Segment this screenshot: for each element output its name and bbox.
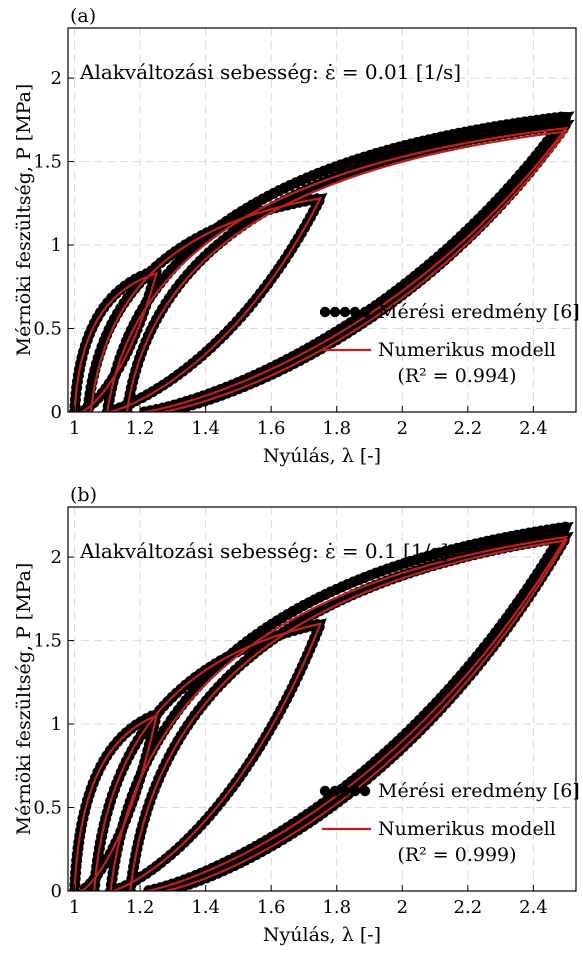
chart-b-x-tick-label: 2.4 — [519, 897, 548, 918]
chart-panel-b: 1 1.2 1.4 1.6 1.8 2 2.2 2.4 0 0.5 1 1.5 2 Nyúlás, λ [… — [0, 479, 583, 958]
chart-a-legend-label-model: Numerikus modell — [378, 339, 556, 361]
chart-b-x-axis-title: Nyúlás, λ [-] — [263, 924, 381, 946]
chart-b-x-tick-label: 1.8 — [322, 897, 351, 918]
chart-a-legend-marker-measured — [349, 306, 361, 318]
chart-b-x-tick-label: 1.6 — [257, 897, 286, 918]
chart-a-rate-annotation: Alakváltozási sebesség: ε̇ = 0.01 [1/s] — [79, 60, 461, 84]
chart-a-x-axis-title: Nyúlás, λ [-] — [263, 445, 381, 467]
chart-a-y-tick-label: 0 — [51, 402, 62, 423]
chart-a: 1 1.2 1.4 1.6 1.8 2 2.2 2.4 0 0.5 1 1.5 2 Nyúlás, λ [… — [13, 5, 580, 467]
chart-b-legend-marker-measured — [359, 785, 371, 797]
chart-b-rate-annotation: Alakváltozási sebesség: ε̇ = 0.1 [1/s] — [79, 539, 448, 563]
chart-b-frame — [67, 506, 577, 892]
chart-a-legend-marker-measured — [319, 306, 331, 318]
chart-b-legend-label-measured: Mérési eredmény [6] — [378, 780, 580, 802]
chart-b-y-tick-label: 2 — [51, 547, 62, 568]
chart-b-y-axis-title: Mérnöki feszültség, P [MPa] — [13, 563, 35, 836]
chart-a-measured-loop-core-2 — [83, 193, 328, 412]
chart-a-x-tick-label: 2.4 — [519, 418, 548, 439]
chart-b-legend-marker-measured — [339, 785, 351, 797]
chart-a-y-axis-title: Mérnöki feszültség, P [MPa] — [13, 84, 35, 357]
chart-a-x-tick-label: 1 — [69, 418, 80, 439]
chart-a-legend-marker-measured — [339, 306, 351, 318]
chart-a-y-tick-label: 1 — [51, 235, 62, 256]
chart-a-panel-label: (a) — [70, 5, 96, 27]
chart-a-legend-label-measured: Mérési eredmény [6] — [378, 301, 580, 323]
chart-a-legend-marker-measured — [329, 306, 341, 318]
chart-b-y-tick-label: 0.5 — [33, 798, 62, 819]
chart-b-y-tick-label: 1 — [51, 714, 62, 735]
chart-a-y-tick-label: 2 — [51, 68, 62, 89]
chart-b-legend-marker-measured — [319, 785, 331, 797]
chart-a-y-tick-label: 1.5 — [33, 152, 62, 173]
chart-a-x-tick-label: 2 — [397, 418, 408, 439]
chart-b-legend-marker-measured — [349, 785, 361, 797]
chart-a-legend-label-r2: (R² = 0.994) — [397, 365, 516, 387]
chart-a-x-tick-label: 2.2 — [454, 418, 483, 439]
chart-b-panel-label: (b) — [70, 484, 97, 506]
chart-b-model-loop-4 — [129, 538, 569, 891]
chart-a-model-loop-2 — [89, 196, 323, 412]
chart-a-frame — [67, 27, 577, 413]
chart-a-plot-area — [69, 110, 575, 412]
chart-a-x-tick-label: 1.8 — [322, 418, 351, 439]
chart-b-model-loop-3 — [109, 535, 569, 891]
chart-a-measured-loop-core-3 — [103, 111, 575, 412]
chart-b-y-tick-label: 0 — [51, 881, 62, 902]
chart-b-model-loop-2 — [93, 622, 323, 891]
chart-b-x-tick-label: 1.4 — [191, 897, 220, 918]
chart-panel-a: 1 1.2 1.4 1.6 1.8 2 2.2 2.4 0 0.5 1 1.5 2 Nyúlás, λ [… — [13, 5, 580, 467]
chart-b: 1 1.2 1.4 1.6 1.8 2 2.2 2.4 0 0.5 1 1.5 2 Nyúlás, λ [… — [13, 484, 580, 946]
chart-b-y-tick-label: 1.5 — [33, 631, 62, 652]
chart-b-legend-label-r2: (R² = 0.999) — [397, 844, 516, 866]
chart-a-x-tick-label: 1.2 — [126, 418, 155, 439]
chart-b-x-tick-label: 2 — [397, 897, 408, 918]
chart-a-legend-marker-measured — [359, 306, 371, 318]
chart-b-plot-area — [69, 521, 574, 891]
chart-a-x-tick-label: 1.4 — [191, 418, 220, 439]
chart-b-x-tick-label: 1.2 — [126, 897, 155, 918]
chart-a-model-loop-1 — [73, 271, 159, 412]
chart-a-model-loop-3 — [106, 126, 569, 412]
chart-b-x-tick-label: 2.2 — [454, 897, 483, 918]
chart-a-y-tick-label: 0.5 — [33, 319, 62, 340]
chart-b-x-tick-label: 1 — [69, 897, 80, 918]
chart-b-legend-marker-measured — [329, 785, 341, 797]
chart-a-model-loop-4 — [125, 130, 569, 412]
chart-a-x-tick-label: 1.6 — [257, 418, 286, 439]
chart-b-legend-label-model: Numerikus modell — [378, 818, 556, 840]
